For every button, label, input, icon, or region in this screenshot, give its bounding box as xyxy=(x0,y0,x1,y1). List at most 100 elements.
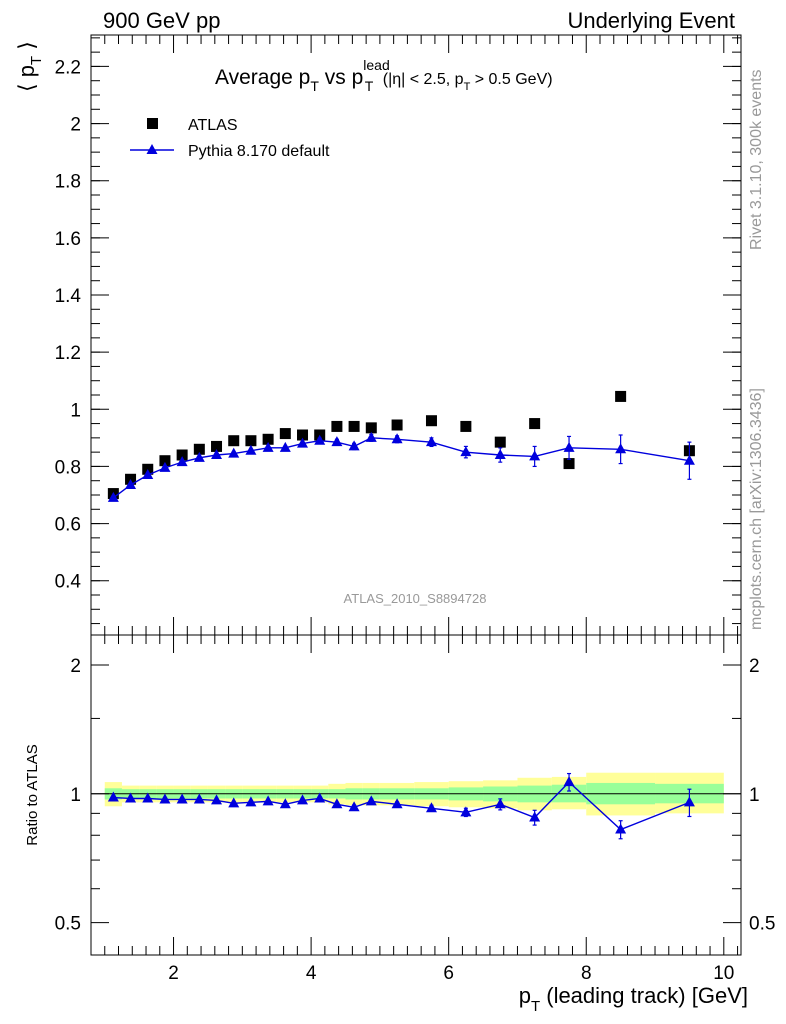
atlas-point xyxy=(529,418,541,430)
atlas-point xyxy=(193,443,205,455)
ratio-ylabel: Ratio to ATLAS xyxy=(24,744,41,845)
pythia-point xyxy=(683,454,695,465)
pythia-point xyxy=(425,436,437,447)
ratio-ytick-label-right: 0.5 xyxy=(749,914,775,935)
ratio-pythia-point xyxy=(176,793,188,804)
main-ytick-label: 1 xyxy=(70,400,81,421)
rivet-label: Rivet 3.1.10, 300k events xyxy=(748,69,765,250)
main-ytick-label: 2 xyxy=(70,115,81,136)
pythia-point xyxy=(262,441,274,452)
pythia-point xyxy=(348,440,360,451)
atlas-point xyxy=(279,428,291,440)
ratio-pythia-point xyxy=(365,795,377,806)
atlas-point xyxy=(494,436,506,448)
atlas-point xyxy=(262,433,274,445)
ratio-pythia-point xyxy=(228,797,240,808)
pythia-point xyxy=(125,479,137,489)
ratio-pythia-point xyxy=(615,823,627,834)
pythia-point xyxy=(563,441,575,452)
atlas-point xyxy=(563,458,575,470)
pythia-point xyxy=(365,431,377,442)
legend-marker-atlas xyxy=(147,118,158,129)
ratio-pythia-point xyxy=(297,794,309,805)
ratio-ytick-label-right: 1 xyxy=(749,785,760,806)
ratio-pythia-point xyxy=(125,792,137,803)
pythia-point xyxy=(314,434,326,445)
ratio-xtick-label: 8 xyxy=(581,963,592,984)
atlas-point xyxy=(245,435,257,447)
ratio-ytick-label-right: 2 xyxy=(749,656,760,677)
pythia-point xyxy=(297,437,309,448)
pythia-point xyxy=(529,450,541,461)
ratio-pythia-point xyxy=(262,795,274,806)
ratio-pythia-point xyxy=(391,798,403,809)
ratio-xtick-label: 2 xyxy=(168,963,179,984)
main-title: Average pT vs plead T (|η| < 2.5, pT > 0.… xyxy=(215,57,553,94)
ratio-pythia-point xyxy=(563,776,575,787)
legend-label-pythia: Pythia 8.170 default xyxy=(188,143,330,160)
legend-label-atlas: ATLAS xyxy=(188,117,238,134)
ratio-pythia-point xyxy=(193,793,205,804)
atlas-point xyxy=(391,419,403,431)
main-ytick-label: 1.6 xyxy=(55,229,81,250)
analysis-watermark: ATLAS_2010_S8894728 xyxy=(344,591,487,606)
main-ytick-label: 2.2 xyxy=(55,57,81,78)
atlas-point xyxy=(331,420,343,432)
legend: ATLAS Pythia 8.170 default xyxy=(130,117,330,160)
main-ylabel: ⟨ pT ⟩ xyxy=(14,41,45,92)
main-ytick-label: 1.2 xyxy=(55,343,81,364)
pythia-point xyxy=(615,443,627,454)
header-left: 900 GeV pp xyxy=(103,8,220,33)
ratio-axes: 0.5 0.5 1 1 2 2 2 4 6 8 10 xyxy=(55,635,775,984)
pythia-point xyxy=(193,451,205,462)
ratio-pythia-point xyxy=(683,796,695,807)
main-ytick-label: 1.8 xyxy=(55,172,81,193)
ratio-plot-area xyxy=(107,772,695,840)
pythia-point xyxy=(211,449,223,459)
atlas-point xyxy=(348,420,360,432)
pythia-point xyxy=(228,447,240,458)
mcplots-label: mcplots.cern.ch [arXiv:1306.3436] xyxy=(748,388,765,630)
ratio-pythia-point xyxy=(460,806,472,817)
ratio-pythia-point xyxy=(348,801,360,812)
pythia-point xyxy=(245,444,257,455)
main-ytick-label: 0.6 xyxy=(55,515,81,536)
ratio-xtick-label: 4 xyxy=(306,963,317,984)
pythia-point xyxy=(331,436,343,447)
ratio-pythia-point xyxy=(314,792,326,803)
ratio-pythia-point xyxy=(529,811,541,822)
pythia-point xyxy=(142,469,154,479)
ratio-pythia-point xyxy=(331,798,343,809)
main-ytick-label: 0.8 xyxy=(55,457,81,478)
ratio-pythia-point xyxy=(494,798,506,809)
ratio-ytick-label: 1 xyxy=(70,785,81,806)
ratio-pythia-point xyxy=(159,793,171,804)
ratio-xtick-label: 6 xyxy=(443,963,454,984)
header-right: Underlying Event xyxy=(567,8,735,33)
ratio-ytick-label: 2 xyxy=(70,656,81,677)
main-ytick-label: 0.4 xyxy=(55,572,82,593)
ratio-pythia-point xyxy=(279,798,291,809)
atlas-point xyxy=(460,420,472,432)
pythia-point xyxy=(159,461,171,472)
atlas-point xyxy=(159,455,171,467)
pythia-point xyxy=(494,449,506,459)
ratio-pythia-point xyxy=(245,796,257,807)
pythia-point xyxy=(176,456,188,467)
ratio-pythia-point xyxy=(142,792,154,803)
atlas-point xyxy=(176,449,188,461)
atlas-point xyxy=(228,435,240,447)
main-axes: 0.4 0.6 0.8 1 1.2 1.4 1.6 1.8 2 2.2 xyxy=(55,35,741,635)
ratio-frame xyxy=(90,634,742,956)
atlas-point xyxy=(615,390,627,402)
legend-marker-pythia xyxy=(146,144,158,154)
atlas-point xyxy=(365,422,377,434)
ratio-ytick-label: 0.5 xyxy=(55,914,81,935)
pythia-point xyxy=(279,441,291,452)
atlas-point xyxy=(211,440,223,452)
pythia-point xyxy=(107,491,119,502)
atlas-point xyxy=(297,429,309,441)
ratio-pythia-point xyxy=(107,791,119,802)
ratio-xtick-label: 10 xyxy=(713,963,734,984)
